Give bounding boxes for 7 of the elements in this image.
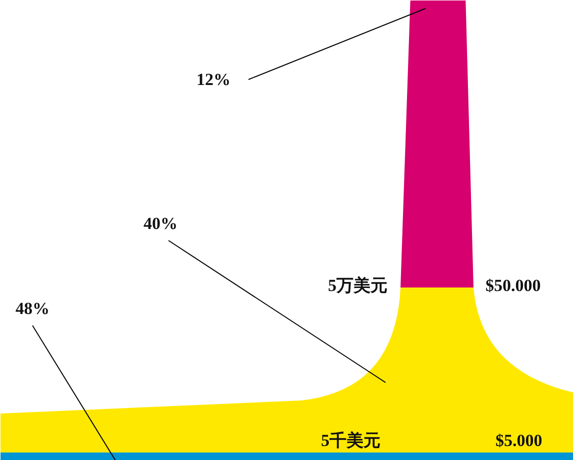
data-label: 40% <box>144 214 178 233</box>
text: $50.000 <box>486 276 541 295</box>
data-label: 48% <box>16 299 50 318</box>
text: $5.000 <box>496 431 542 450</box>
data-label: 12% <box>196 70 230 89</box>
text: 5万美元 <box>328 276 388 295</box>
text: 5千美元 <box>321 431 380 450</box>
